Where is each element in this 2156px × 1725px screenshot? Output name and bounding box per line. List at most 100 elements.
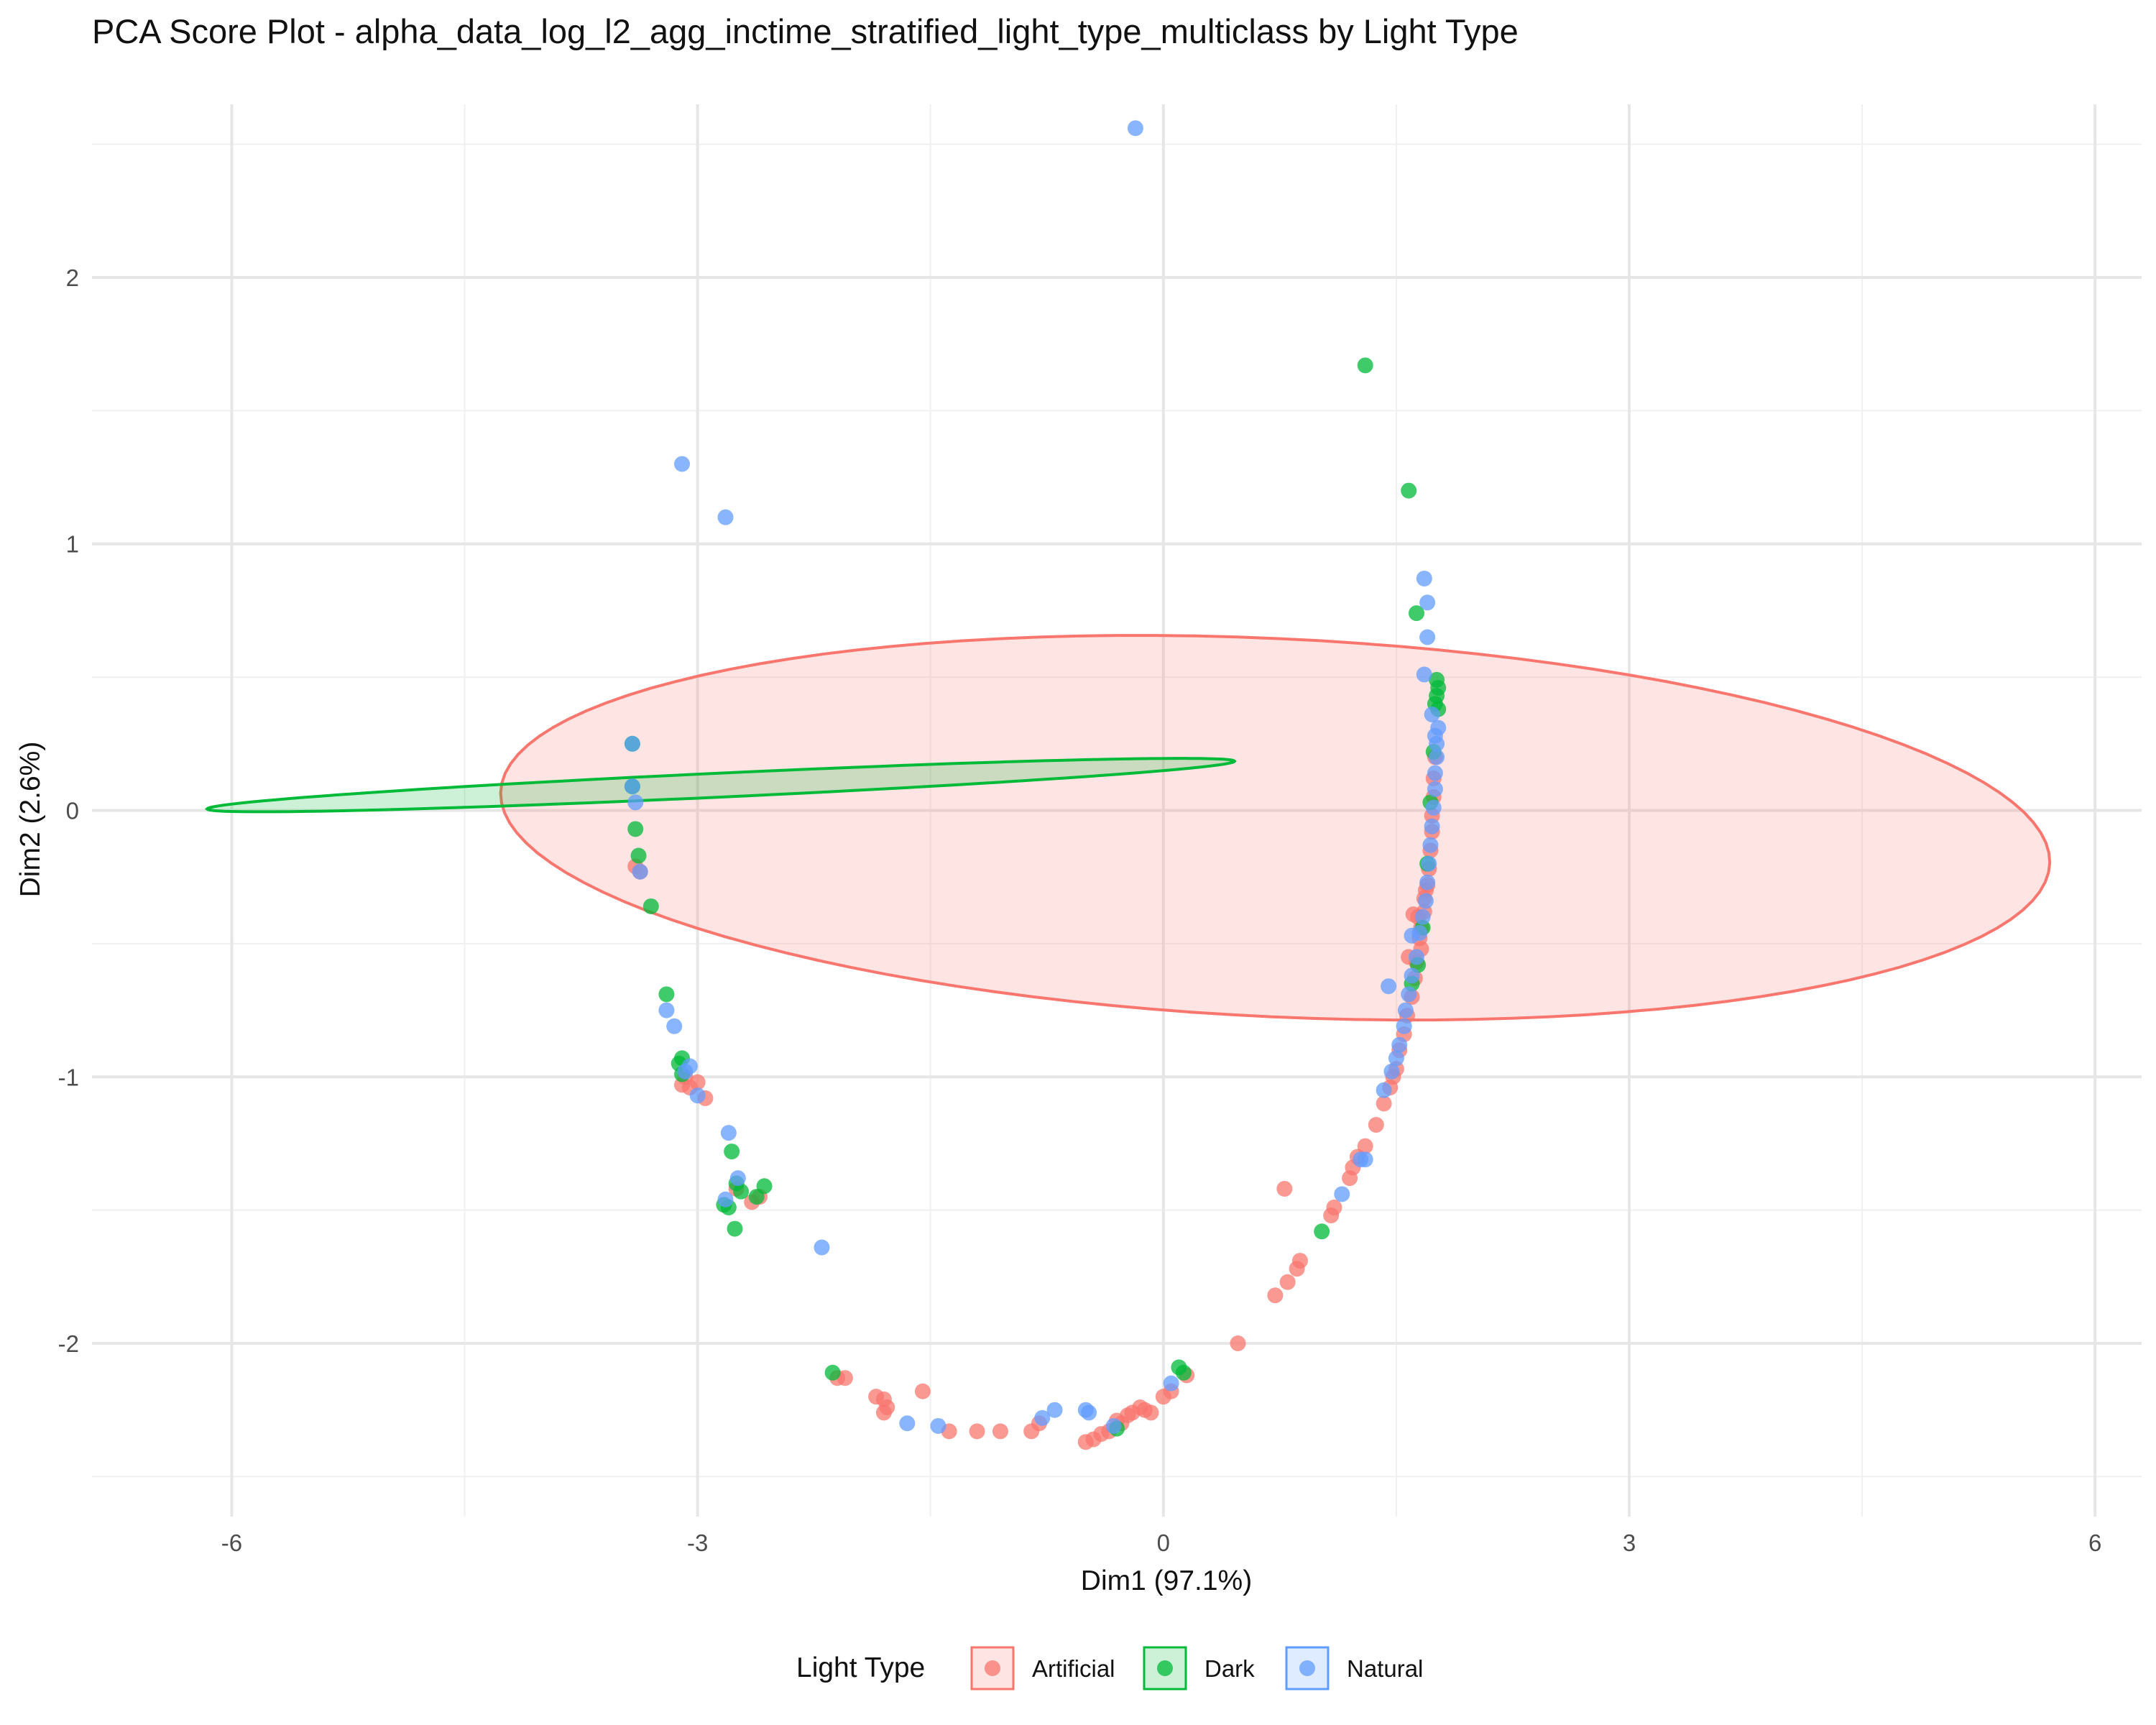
point-natural <box>1422 837 1439 853</box>
point-natural <box>1419 594 1436 611</box>
point-natural <box>1376 1082 1392 1098</box>
point-natural <box>666 1018 683 1034</box>
point-artificial <box>1357 1138 1373 1154</box>
point-natural <box>1411 925 1428 942</box>
point-dark <box>658 986 675 1003</box>
point-natural <box>624 778 640 795</box>
point-artificial <box>969 1423 985 1440</box>
legend-item-dark: Dark <box>1143 1646 1255 1690</box>
point-natural <box>1424 707 1440 723</box>
point-natural <box>632 863 648 880</box>
point-natural <box>720 1125 737 1141</box>
point-dark <box>630 847 647 864</box>
point-natural <box>1416 570 1432 586</box>
point-artificial <box>875 1404 892 1421</box>
point-natural <box>1424 818 1440 834</box>
point-dark <box>1408 605 1424 622</box>
legend-key-point <box>1299 1660 1315 1676</box>
point-dark <box>1175 1364 1192 1381</box>
point-natural <box>1427 765 1443 781</box>
legend: Light Type Artificial Dark Natural <box>796 1646 1423 1690</box>
y-tick-label: -2 <box>58 1330 79 1357</box>
point-natural <box>1381 978 1397 995</box>
confidence-ellipses <box>205 634 2052 1022</box>
x-tick-label: 3 <box>1623 1530 1636 1556</box>
point-natural <box>658 1002 675 1018</box>
point-natural <box>899 1415 916 1432</box>
point-natural <box>624 735 640 752</box>
point-dark <box>642 898 659 914</box>
point-natural <box>681 1058 698 1075</box>
point-natural <box>1105 1417 1122 1434</box>
point-natural <box>689 1087 706 1104</box>
point-natural <box>1408 949 1424 965</box>
point-natural <box>1046 1402 1063 1418</box>
point-artificial <box>1279 1274 1296 1290</box>
point-artificial <box>1376 1095 1392 1112</box>
point-natural <box>1416 666 1432 683</box>
x-tick-label: -3 <box>687 1530 708 1556</box>
series-natural <box>624 120 1447 1434</box>
point-natural <box>1417 893 1434 909</box>
point-dark <box>727 1220 743 1237</box>
point-artificial <box>1267 1287 1284 1304</box>
point-artificial <box>1143 1404 1159 1421</box>
point-natural <box>1081 1404 1097 1421</box>
y-axis-label: Dim2 (2.6%) <box>15 742 46 898</box>
point-natural <box>627 794 644 811</box>
point-artificial <box>1291 1253 1308 1269</box>
legend-key-point <box>985 1660 1000 1676</box>
point-dark <box>733 1183 750 1200</box>
point-natural <box>1034 1409 1051 1426</box>
point-natural <box>814 1239 830 1256</box>
legend-label: Natural <box>1347 1655 1423 1682</box>
legend-title: Light Type <box>796 1652 925 1683</box>
x-axis-label: Dim1 (97.1%) <box>1081 1565 1252 1596</box>
confidence-ellipse-artificial <box>499 634 2052 1022</box>
point-dark <box>627 821 644 837</box>
point-natural <box>1391 1036 1408 1053</box>
y-tick-label: -1 <box>58 1064 79 1090</box>
legend-key-box <box>1285 1646 1330 1690</box>
point-dark <box>1357 357 1373 374</box>
legend-key-point <box>1157 1660 1173 1676</box>
point-natural <box>1404 967 1420 984</box>
y-tick-label: 1 <box>66 531 79 558</box>
chart-title: PCA Score Plot - alpha_data_log_l2_agg_i… <box>92 12 1519 50</box>
point-natural <box>1401 986 1417 1003</box>
data-points <box>624 120 1447 1450</box>
point-artificial <box>1326 1199 1342 1215</box>
point-natural <box>1414 908 1431 925</box>
x-tick-label: 6 <box>2088 1530 2101 1556</box>
point-natural <box>1334 1186 1350 1202</box>
point-artificial <box>1230 1335 1246 1352</box>
legend-label: Artificial <box>1032 1655 1115 1682</box>
point-natural <box>1357 1151 1373 1168</box>
point-natural <box>1383 1063 1400 1080</box>
confidence-ellipse-dark <box>205 757 1237 814</box>
point-artificial <box>837 1370 853 1386</box>
point-artificial <box>992 1423 1008 1440</box>
point-natural <box>1127 120 1143 137</box>
point-artificial <box>914 1383 931 1399</box>
point-natural <box>717 1191 734 1208</box>
point-artificial <box>1368 1116 1384 1133</box>
point-natural <box>1388 1050 1404 1067</box>
point-dark <box>756 1178 773 1195</box>
point-dark <box>824 1364 841 1381</box>
x-tick-label: 0 <box>1157 1530 1170 1556</box>
point-natural <box>1427 727 1443 744</box>
legend-item-natural: Natural <box>1285 1646 1423 1690</box>
point-natural <box>1425 799 1442 816</box>
y-axis-ticks: -2 -1 0 1 2 <box>58 264 79 1357</box>
legend-item-artificial: Artificial <box>970 1646 1115 1690</box>
point-natural <box>930 1417 946 1434</box>
point-dark <box>1314 1223 1330 1240</box>
x-axis-ticks: -6 -3 0 3 6 <box>221 1530 2102 1556</box>
y-tick-label: 0 <box>66 798 79 824</box>
x-tick-label: -6 <box>221 1530 242 1556</box>
point-natural <box>1419 874 1436 891</box>
point-natural <box>1429 749 1445 765</box>
